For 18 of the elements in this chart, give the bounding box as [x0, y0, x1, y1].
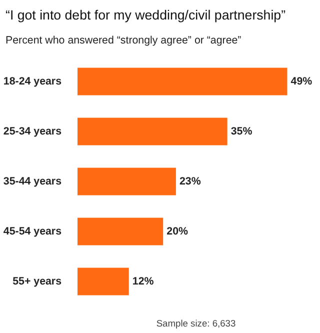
y-tick-label: 55+ years [12, 276, 62, 288]
y-tick-label: 25-34 years [3, 126, 62, 138]
data-label: 35% [230, 126, 253, 138]
text: Sample size: 6,633 [156, 318, 236, 328]
data-label: 20% [166, 226, 189, 238]
bar [78, 118, 228, 146]
bar [78, 168, 176, 196]
data-label: 12% [132, 276, 154, 288]
chart-subtitle: Percent who answered “strongly agree” or “agree” [6, 34, 242, 46]
bar [78, 68, 288, 96]
bar [78, 218, 164, 246]
bar [78, 268, 129, 296]
y-tick-label: 45-54 years [3, 226, 62, 238]
data-label: 23% [180, 176, 202, 188]
y-tick-label: 35-44 years [3, 176, 62, 188]
data-label: 49% [290, 76, 313, 88]
chart-title: “I got into debt for my wedding/civil partnership” [6, 8, 286, 22]
y-tick-label: 18-24 years [3, 76, 62, 88]
